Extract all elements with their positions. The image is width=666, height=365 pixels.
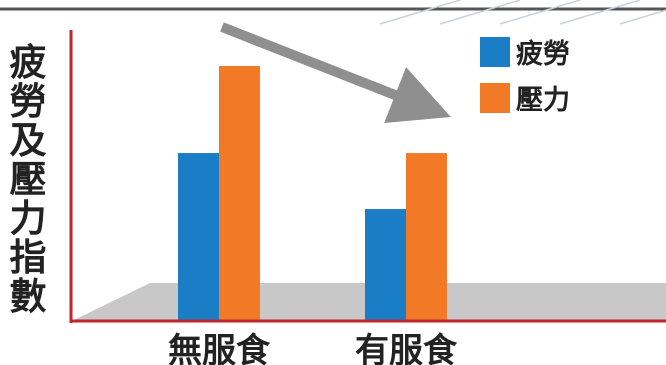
x-tick-labels: 無服食 有服食 [168, 331, 458, 365]
legend-label-1: 疲勞 [516, 38, 570, 70]
bar-fatigue-1 [178, 153, 219, 321]
legend-swatch-2 [480, 83, 510, 113]
y-axis-label: 疲勞及壓力指數 [10, 41, 47, 318]
bar-group [178, 65, 447, 321]
top-decoration [0, 0, 666, 25]
x-tick-label-2: 有服食 [355, 331, 458, 365]
y-axis-label-text: 疲勞及壓力指數 [10, 41, 47, 318]
legend-label-2: 壓力 [516, 85, 570, 116]
bar-stress-2 [406, 153, 447, 321]
trend-arrow-icon [220, 22, 451, 123]
legend-swatch-1 [480, 37, 510, 67]
x-tick-label-1: 無服食 [168, 331, 271, 365]
bar-stress-1 [219, 65, 260, 321]
bar-fatigue-2 [365, 209, 406, 321]
